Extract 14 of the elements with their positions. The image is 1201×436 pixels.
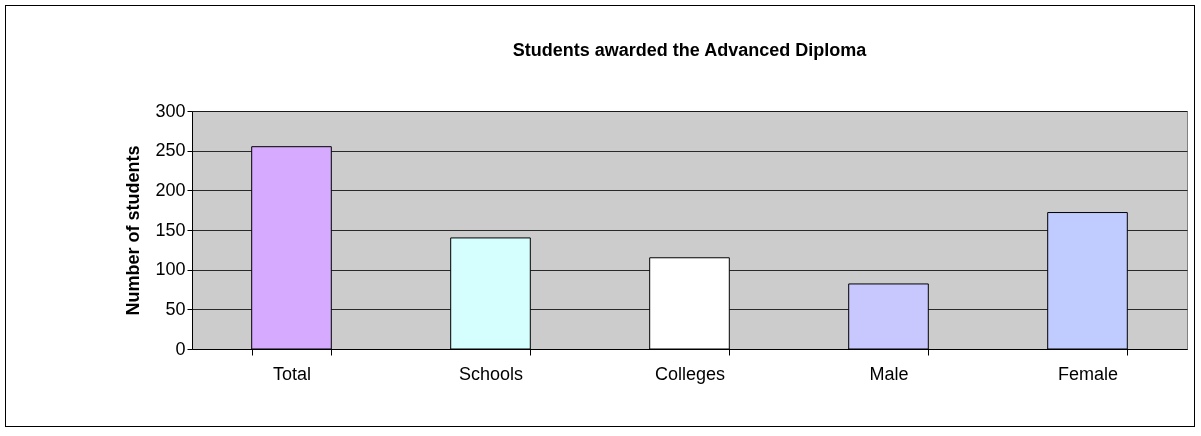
chart-title: Students awarded the Advanced Diploma [512,40,868,60]
y-tick-label: 100 [155,259,186,280]
x-tick-label: Schools [458,363,524,384]
y-tick-label: 150 [155,219,186,240]
y-axis-title: Number of students [123,145,144,316]
y-tick-label: 0 [175,338,186,359]
y-tick-label: 50 [165,298,186,319]
x-tick-label: Male [869,363,909,384]
y-tick-label: 250 [155,140,186,161]
y-tick-label: 300 [155,100,186,121]
x-tick-label: Total [272,363,312,384]
y-tick-label: 200 [155,179,186,200]
x-tick-label: Colleges [654,363,726,384]
x-tick-label: Female [1057,363,1119,384]
